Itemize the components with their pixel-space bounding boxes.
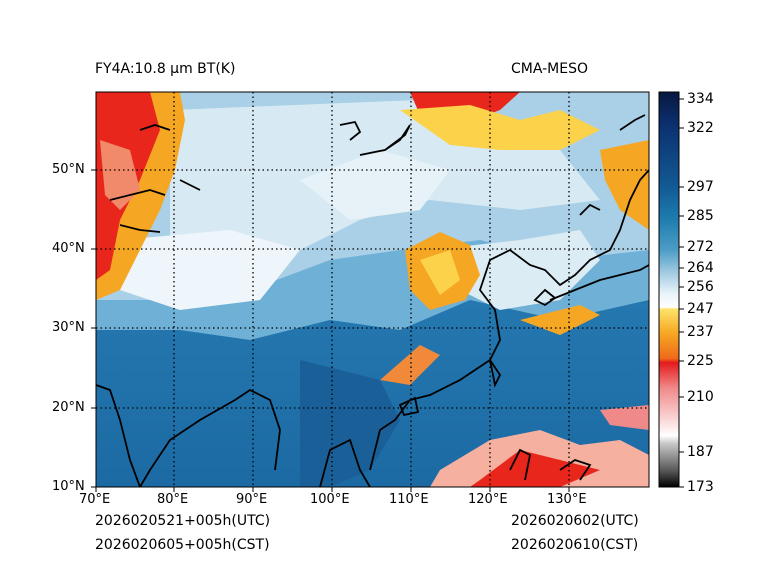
colorbar xyxy=(658,91,680,488)
lat-label-10: 10°N xyxy=(52,479,85,494)
lat-label-50: 50°N xyxy=(52,162,85,177)
time-cst-left: 2026020605+005h(CST) xyxy=(95,537,270,553)
title-right: CMA-MESO xyxy=(511,61,589,77)
colorbar-label-272: 272 xyxy=(687,239,714,255)
lon-label-110: 110°E xyxy=(389,492,429,507)
lat-label-30: 30°N xyxy=(52,320,85,335)
lon-label-80: 80°E xyxy=(157,492,189,507)
colorbar-label-297: 297 xyxy=(687,179,714,195)
lon-label-100: 100°E xyxy=(310,492,350,507)
lon-label-130: 130°E xyxy=(547,492,587,507)
colorbar-label-225: 225 xyxy=(687,353,714,369)
colorbar-label-173: 173 xyxy=(687,479,714,495)
brightness-temperature-field xyxy=(96,92,649,487)
map-frame xyxy=(95,91,650,488)
colorbar-label-237: 237 xyxy=(687,324,714,340)
title-left: FY4A:10.8 μm BT(K) xyxy=(95,61,236,77)
colorbar-label-256: 256 xyxy=(687,279,714,295)
colorbar-ticks xyxy=(679,98,684,488)
coastlines xyxy=(96,114,649,487)
colorbar-label-264: 264 xyxy=(687,260,714,276)
lon-label-90: 90°E xyxy=(236,492,268,507)
graticule xyxy=(96,92,649,487)
lat-label-20: 20°N xyxy=(52,400,85,415)
colorbar-label-187: 187 xyxy=(687,444,714,460)
colorbar-label-322: 322 xyxy=(687,120,714,136)
lon-label-70: 70°E xyxy=(79,492,111,507)
lon-label-120: 120°E xyxy=(468,492,508,507)
colorbar-label-210: 210 xyxy=(687,389,714,405)
colorbar-label-285: 285 xyxy=(687,208,714,224)
time-cst-right: 2026020610(CST) xyxy=(511,537,639,553)
colorbar-label-247: 247 xyxy=(687,301,714,317)
lat-label-40: 40°N xyxy=(52,241,85,256)
colorbar-label-334: 334 xyxy=(687,91,714,107)
time-utc-right: 2026020602(UTC) xyxy=(511,513,639,529)
time-utc-left: 2026020521+005h(UTC) xyxy=(95,513,271,529)
axis-ticks xyxy=(91,169,570,492)
